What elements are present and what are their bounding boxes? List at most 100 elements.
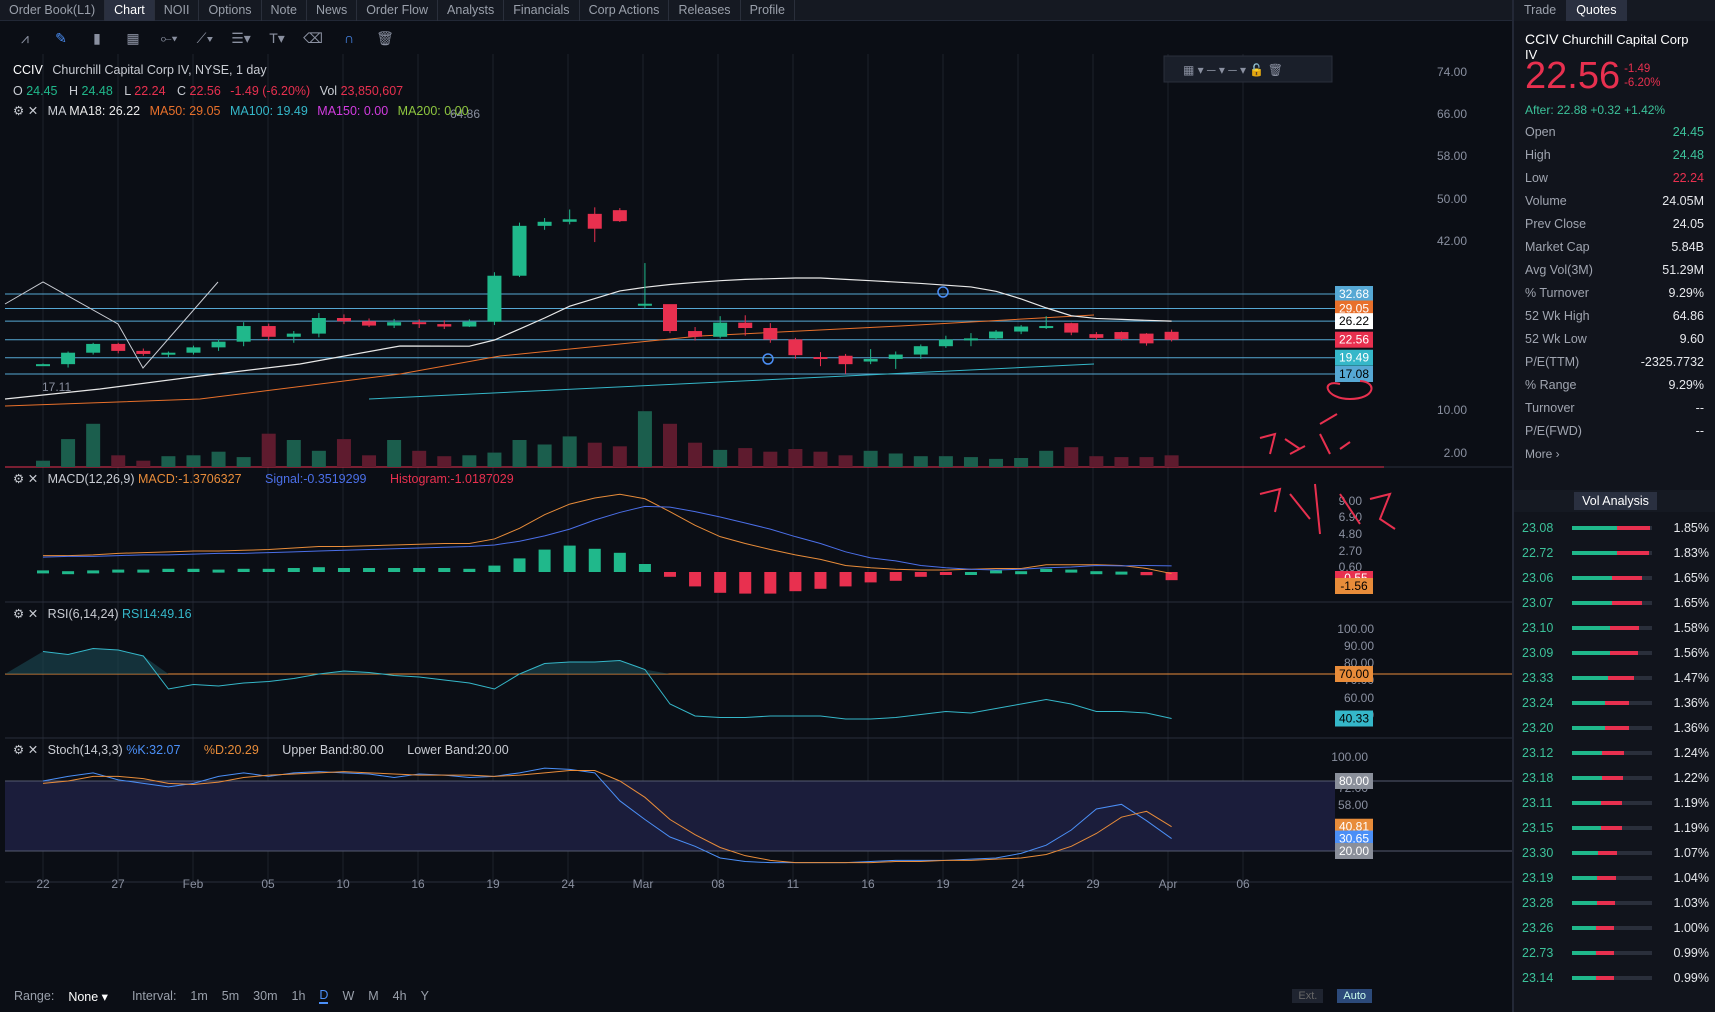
settings-icon[interactable]: ⚙ [13,472,25,486]
rsi-fill [5,648,1172,674]
volume-bar [587,442,602,467]
vol-row: 23.15 1.19% [1514,815,1715,840]
vol-analysis-title[interactable]: Vol Analysis [1574,492,1657,510]
close-icon[interactable]: ✕ [27,607,39,621]
quote-value: 24.45 [1672,125,1704,139]
nav-tab[interactable]: Note [262,0,307,21]
x-tick-label: 24 [1011,877,1025,891]
range-select[interactable]: None ▾ [68,989,108,1004]
vol-price: 23.06 [1522,570,1554,585]
close-icon[interactable]: ✕ [27,743,39,757]
interval-30m[interactable]: 30m [253,989,278,1003]
chart-area[interactable]: 74.00 66.00 58.00 50.00 42.00 10.00 2.00 64.86 1… [0,54,1512,972]
settings-icon[interactable]: ⚙ [13,607,25,621]
vol-value: 23,850,607 [340,84,404,98]
quote-row: Volume 24.05M [1525,190,1704,213]
vol-bar-sell [1600,825,1623,830]
x-tick-label: 16 [861,877,875,891]
candle-body [36,364,50,367]
nav-tab[interactable]: News [307,0,358,21]
interval-1m[interactable]: 1m [190,989,208,1003]
pen-icon[interactable]: ✎ [55,29,67,46]
channel-tool-icon[interactable]: ☰▾ [231,29,251,46]
candle-icon[interactable]: ▮ [93,29,101,46]
vol-pct: 0.99% [1673,970,1709,985]
quote-row: Prev Close 24.05 [1525,213,1704,236]
interval-w[interactable]: W [342,989,355,1003]
nav-tab[interactable]: Order Book(L1) [0,0,106,21]
nav-tab[interactable]: Profile [741,0,795,21]
settings-icon[interactable]: ⚙ [13,104,25,118]
interval-4h[interactable]: 4h [392,989,407,1003]
fib-tool-icon[interactable]: ⟋▾ [196,29,214,46]
vol-row: 23.07 1.65% [1514,590,1715,615]
eraser-icon[interactable]: ⌫ [303,29,323,46]
macd-hist-bar [1015,571,1028,575]
chart-type-icon[interactable]: ⩘ [21,29,29,46]
line-tool-icon[interactable]: ⟜▾ [160,29,178,46]
trash-icon[interactable]: 🗑 [376,29,394,46]
nav-tab[interactable]: Financials [504,0,580,21]
stoch-label: Stoch(14,3,3) [47,743,123,757]
y-tick-label: 50.00 [1437,192,1467,206]
rsi-line [42,647,1172,720]
ext-button[interactable]: Ext. [1292,989,1324,1003]
rsi-tag-label: 70.00 [1339,667,1369,681]
volume-bar [688,442,703,467]
vol-pct: 1.22% [1673,770,1709,785]
nav-tab[interactable]: Releases [669,0,741,21]
auto-button[interactable]: Auto [1337,989,1372,1003]
side-tab[interactable]: Trade [1524,3,1557,17]
interval-m[interactable]: M [368,989,379,1003]
settings-icon[interactable]: ⚙ [13,743,25,757]
volume-bar [1164,455,1179,467]
interval-5m[interactable]: 5m [221,989,240,1003]
high-label: H [68,84,79,98]
handwritten-annotation [1319,380,1373,425]
vol-pct: 1.00% [1673,920,1709,935]
chart-canvas[interactable]: 74.00 66.00 58.00 50.00 42.00 10.00 2.00 64.86 1… [0,54,1512,972]
stoch-tag-label: 30.65 [1339,832,1369,846]
ma50-value: MA50: 29.05 [149,104,221,118]
nav-tab[interactable]: NOII [155,0,200,21]
range-bar: Range: None ▾ Interval: 1m 5m 30m 1h D W M 4h Y Ext.… [0,980,1512,1012]
macd-hist-bar [538,549,551,572]
magnet-icon[interactable]: ∩ [343,30,355,46]
nav-tab[interactable]: Corp Actions [580,0,670,21]
vol-pct: 1.65% [1673,570,1709,585]
interval-d[interactable]: D [319,988,329,1004]
quote-row: High 24.48 [1525,144,1704,167]
close-icon[interactable]: ✕ [27,104,39,118]
quote-key: Open [1525,125,1556,139]
more-link[interactable]: More › [1525,447,1560,461]
candle-body [1139,333,1154,344]
candle-body [938,339,953,347]
candle-body [111,343,126,351]
ma18-line [4,277,1172,400]
volume-bar [738,448,753,467]
nav-tab[interactable]: Order Flow [357,0,439,21]
side-tab[interactable]: Quotes [1566,0,1627,21]
x-tick-label: 10 [336,877,350,891]
nav-tab[interactable]: Chart [105,0,155,21]
close-icon[interactable]: ✕ [27,472,39,486]
layout-icon[interactable]: ▦ [126,29,140,46]
low-value: 22.24 [134,84,166,98]
macd-hist-bar [764,572,777,594]
macd-hist-bar [789,572,802,592]
vol-price: 23.24 [1522,695,1554,710]
nav-tab[interactable]: Analysts [438,0,505,21]
vol-bar [1572,575,1652,580]
interval-1h[interactable]: 1h [291,989,306,1003]
vol-analysis-header[interactable]: Vol Analysis [1514,490,1715,512]
volume-bar [863,450,878,467]
quote-row: 52 Wk High 64.86 [1525,305,1704,328]
candle-body [1039,326,1054,329]
nav-tab[interactable]: Options [199,0,262,21]
text-tool-icon[interactable]: T▾ [269,29,285,46]
x-tick-label: 11 [787,877,800,891]
macd-hist-bar [1165,572,1178,581]
vol-bar-buy [1572,900,1598,905]
interval-y[interactable]: Y [420,989,429,1003]
macd-hist-bar [212,569,225,573]
